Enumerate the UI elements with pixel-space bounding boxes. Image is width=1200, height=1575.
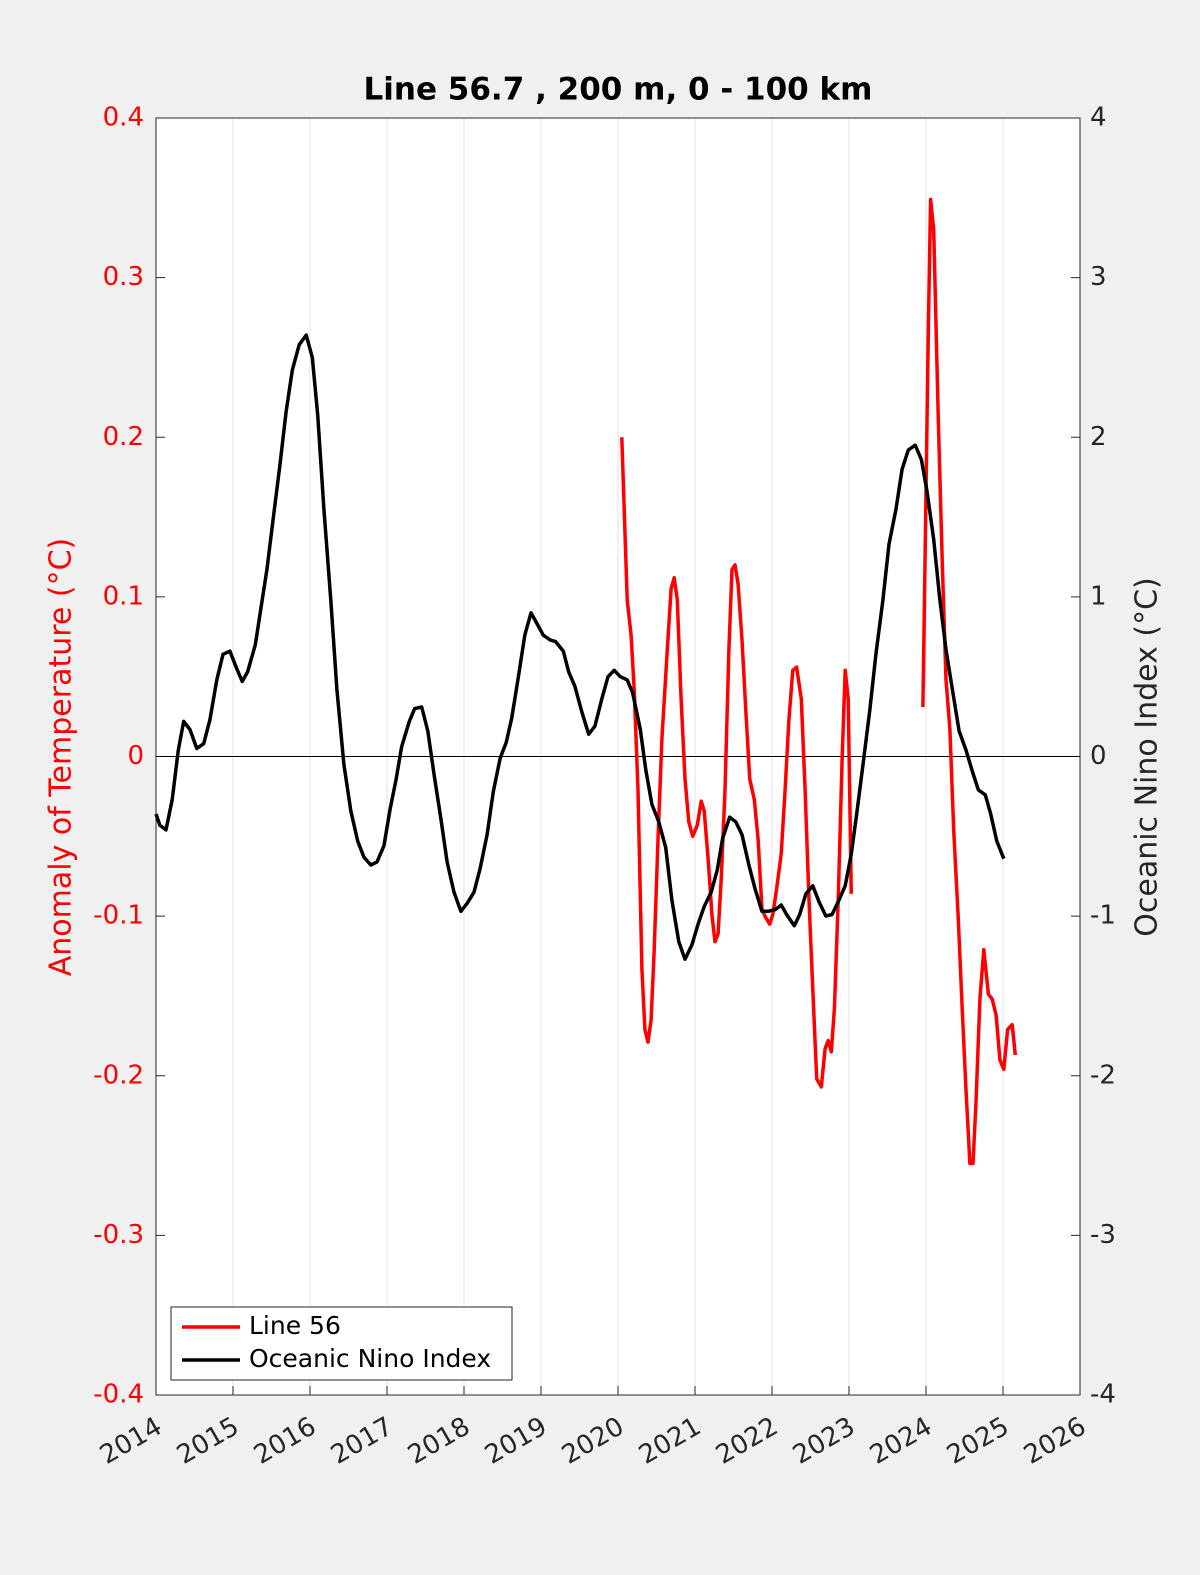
x-tick-label: 2017: [326, 1412, 398, 1471]
series-line: [154, 333, 1006, 961]
x-tick-label: 2019: [480, 1412, 552, 1471]
y-tick-label: 0.3: [103, 262, 144, 292]
y-tick-label: 0.4: [103, 103, 144, 133]
y-tick-label: 0: [127, 741, 144, 771]
x-tick-label: 2014: [95, 1412, 167, 1471]
y-tick-label: 0.2: [103, 422, 144, 452]
legend-box: [170, 1306, 513, 1381]
x-tick-label: 2022: [711, 1412, 783, 1471]
x-tick-label: 2015: [172, 1412, 244, 1471]
x-tick-label: 2025: [942, 1412, 1014, 1471]
y-tick-label: 0.1: [103, 581, 144, 611]
y-tick-label: -0.2: [93, 1060, 144, 1090]
legend-label: Line 56: [249, 1311, 341, 1340]
y-tick-label: -0.4: [93, 1380, 144, 1410]
x-tick-label: 2021: [634, 1412, 706, 1471]
x-tick-label: 2026: [1019, 1412, 1091, 1471]
legend-label: Oceanic Nino Index: [249, 1344, 491, 1373]
x-tick-label: 2020: [557, 1412, 629, 1471]
series-line: [620, 197, 1018, 1166]
y2-tick-label: 1: [1090, 581, 1107, 611]
x-tick-label: 2024: [865, 1412, 937, 1471]
y2-tick-label: -2: [1090, 1060, 1116, 1090]
x-tick-label: 2023: [788, 1412, 860, 1471]
chart-title: Line 56.7 , 200 m, 0 - 100 km: [364, 72, 873, 108]
y2-tick-label: 0: [1090, 741, 1107, 771]
y2-axis-label: Oceanic Nino Index (°C): [1130, 577, 1165, 937]
y-tick-label: -0.1: [93, 901, 144, 931]
y2-tick-label: -4: [1090, 1380, 1116, 1410]
y2-tick-label: 2: [1090, 422, 1107, 452]
y-tick-label: -0.3: [93, 1220, 144, 1250]
x-tick-label: 2016: [249, 1412, 321, 1471]
plot-frame: [155, 117, 1081, 1396]
y2-tick-label: 3: [1090, 262, 1107, 292]
y2-tick-label: -3: [1090, 1220, 1116, 1250]
x-tick-label: 2018: [403, 1412, 475, 1471]
y2-tick-label: 4: [1090, 103, 1107, 133]
y-axis-label: Anomaly of Temperature (°C): [44, 538, 79, 977]
y2-tick-label: -1: [1090, 901, 1116, 931]
